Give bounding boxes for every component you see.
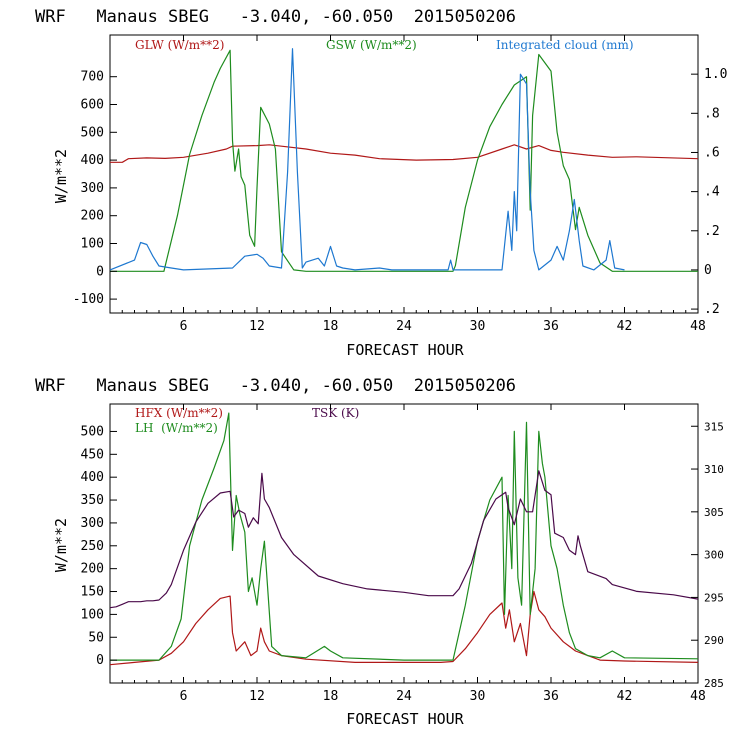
bottom-y-tick-label: 100 bbox=[81, 607, 104, 622]
top-y-tick-label: 500 bbox=[81, 125, 104, 140]
bottom-y-tick-label: 50 bbox=[88, 630, 104, 645]
top-chart-lines bbox=[109, 48, 699, 272]
bottom-x-tick-label: 30 bbox=[470, 689, 486, 704]
top-y2-tick-label: .2 bbox=[704, 302, 720, 317]
top-x-tick-label: 30 bbox=[470, 319, 486, 334]
top-y2-tick-label: .4 bbox=[704, 185, 720, 200]
top-series-integrated-line bbox=[109, 48, 625, 271]
top-y-tick-label: -100 bbox=[73, 292, 104, 307]
bottom-y-tick-label: 300 bbox=[81, 516, 104, 531]
bottom-y-tick-label: 350 bbox=[81, 493, 104, 508]
legend-integrated-cloud: Integrated cloud (mm) bbox=[496, 38, 634, 52]
bottom-chart-x-axis-label: FORECAST HOUR bbox=[346, 710, 464, 728]
bottom-y2-tick-label: 305 bbox=[704, 506, 724, 519]
top-x-tick-label: 24 bbox=[396, 319, 412, 334]
top-y-tick-label: 300 bbox=[81, 181, 104, 196]
top-x-tick-label: 6 bbox=[180, 319, 188, 334]
top-x-tick-label: 48 bbox=[690, 319, 706, 334]
top-y-tick-label: 100 bbox=[81, 237, 104, 252]
top-y-tick-label: 700 bbox=[81, 70, 104, 85]
top-x-tick-label: 18 bbox=[323, 319, 339, 334]
top-y-tick-label: 0 bbox=[96, 264, 104, 279]
top-y-tick-label: 400 bbox=[81, 153, 104, 168]
top-y-tick-label: 200 bbox=[81, 209, 104, 224]
bottom-y-tick-label: 250 bbox=[81, 539, 104, 554]
bottom-chart-ticks: 6 12 18 24 30 36 42 48 0 50 100 150 200 250 300 350 400 4… bbox=[81, 404, 724, 704]
top-x-tick-label: 12 bbox=[249, 319, 265, 334]
bottom-y2-tick-label: 310 bbox=[704, 463, 724, 476]
bottom-x-tick-label: 48 bbox=[690, 689, 706, 704]
bottom-x-tick-label: 6 bbox=[180, 689, 188, 704]
legend-tsk: TSK (K) bbox=[312, 406, 359, 420]
bottom-chart-title: WRF Manaus SBEG -3.040, -60.050 20150502… bbox=[35, 376, 516, 396]
bottom-y2-tick-label: 295 bbox=[704, 591, 724, 604]
bottom-series-lh-line bbox=[110, 412, 699, 661]
bottom-chart: WRF Manaus SBEG -3.040, -60.050 20150502… bbox=[35, 376, 724, 728]
top-chart-title: WRF Manaus SBEG -3.040, -60.050 20150502… bbox=[35, 7, 516, 27]
bottom-y-tick-label: 200 bbox=[81, 562, 104, 577]
legend-hfx: HFX (W/m**2) bbox=[135, 406, 223, 420]
top-series-gsw-line bbox=[110, 49, 698, 272]
bottom-x-tick-label: 42 bbox=[617, 689, 633, 704]
top-chart-y-axis-label: W/m**2 bbox=[52, 149, 70, 203]
top-y2-tick-label: .6 bbox=[704, 145, 720, 160]
bottom-x-tick-label: 12 bbox=[249, 689, 265, 704]
top-y2-tick-label: .8 bbox=[704, 106, 720, 121]
top-series-glw-line bbox=[110, 144, 699, 163]
legend-glw: GLW (W/m**2) bbox=[135, 38, 224, 52]
bottom-y-tick-label: 400 bbox=[81, 470, 104, 485]
top-y-tick-label: 600 bbox=[81, 98, 104, 113]
top-x-tick-label: 36 bbox=[543, 319, 559, 334]
top-y2-tick-label: 1.0 bbox=[704, 67, 727, 82]
top-x-tick-label: 42 bbox=[617, 319, 633, 334]
bottom-y-tick-label: 0 bbox=[96, 653, 104, 668]
bottom-y-tick-label: 500 bbox=[81, 424, 104, 439]
bottom-series-tsk-line bbox=[109, 470, 699, 609]
bottom-chart-y-axis-label: W/m**2 bbox=[52, 518, 70, 572]
top-chart-x-axis-label: FORECAST HOUR bbox=[346, 341, 464, 359]
bottom-y2-tick-label: 300 bbox=[704, 549, 724, 562]
bottom-x-tick-label: 36 bbox=[543, 689, 559, 704]
bottom-series-hfx-line bbox=[109, 590, 699, 666]
legend-gsw: GSW (W/m**2) bbox=[326, 38, 417, 52]
bottom-x-tick-label: 24 bbox=[396, 689, 412, 704]
bottom-chart-frame bbox=[109, 403, 699, 684]
bottom-x-tick-label: 18 bbox=[323, 689, 339, 704]
top-chart: WRF Manaus SBEG -3.040, -60.050 20150502… bbox=[35, 7, 727, 359]
bottom-chart-lines bbox=[109, 412, 699, 666]
bottom-y2-tick-label: 315 bbox=[704, 420, 724, 433]
legend-lh: LH (W/m**2) bbox=[135, 421, 218, 435]
bottom-y2-tick-label: 290 bbox=[704, 634, 724, 647]
top-y2-tick-label: .2 bbox=[704, 224, 720, 239]
top-chart-ticks: 6 12 18 24 30 36 42 48 -100 0 100 200 300 400 500 600 70… bbox=[73, 35, 727, 334]
top-y2-tick-label: 0 bbox=[704, 263, 712, 278]
bottom-y2-tick-label: 285 bbox=[704, 677, 724, 690]
bottom-y-tick-label: 450 bbox=[81, 447, 104, 462]
bottom-y-tick-label: 150 bbox=[81, 585, 104, 600]
